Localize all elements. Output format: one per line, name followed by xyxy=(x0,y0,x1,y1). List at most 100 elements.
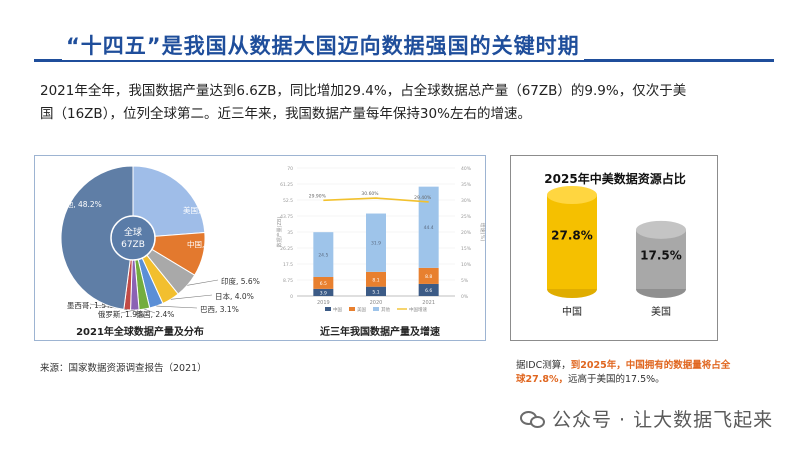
pie-center-label: 全球 xyxy=(124,226,142,238)
bar-y2-axis-label: 增速(%) xyxy=(479,223,486,242)
growth-value-label: 29.40% xyxy=(414,195,432,201)
pie-chart-title: 2021年全球数据产量及分布 xyxy=(76,325,204,338)
idc-note-suffix: 远高于美国的17.5%。 xyxy=(567,374,665,385)
source-note: 来源：国家数据资源调查报告（2021） xyxy=(40,363,207,374)
bar-category-label: 2019 xyxy=(317,300,330,306)
y2-tick-label: 30% xyxy=(461,198,472,204)
page-title: “十四五”是我国从数据大国迈向数据强国的关键时期 xyxy=(62,30,584,60)
idc-note-prefix: 据IDC测算， xyxy=(516,360,571,371)
bar-value-label: 3.9 xyxy=(320,290,327,296)
pie-label-7: 俄罗斯, 1.9% xyxy=(98,309,144,319)
y2-tick-label: 15% xyxy=(461,246,472,252)
pie-slice-9 xyxy=(60,165,134,310)
y2-tick-label: 35% xyxy=(461,182,472,188)
bar-2020-2 xyxy=(366,271,386,287)
pie-leader-line-6 xyxy=(144,308,156,314)
y2-tick-label: 5% xyxy=(461,278,469,284)
y2-tick-label: 0% xyxy=(461,294,469,300)
bar-value-label: 8.1 xyxy=(372,277,379,283)
pie-center-value: 67ZB xyxy=(121,240,145,250)
y2-tick-label: 40% xyxy=(461,166,472,172)
idc-note-highlight: 到2025年，中国拥有的数据量将占全球27.8%， xyxy=(516,360,731,385)
bar-2019-1 xyxy=(313,288,334,296)
cylinder-chart-svg: 2025年中美数据资源占比 27.8% 中国 17.5% 美国 xyxy=(544,171,686,318)
cylinder-top-1 xyxy=(547,186,597,204)
pie-label-9: 其他, 48.2% xyxy=(58,199,102,209)
y-tick-label: 43.75 xyxy=(280,214,293,220)
intro-paragraph: 2021年全年，我国数据产量达到6.6ZB，同比增加29.4%，占全球数据总产量… xyxy=(40,80,780,126)
pie-label-8: 墨西哥, 1.5% xyxy=(67,301,113,310)
pie-leader-line-3 xyxy=(187,279,219,286)
pie-label-1: 美国, 23.9% xyxy=(183,205,227,215)
bar-2020-3 xyxy=(366,213,386,272)
bar-2021-3 xyxy=(418,186,439,268)
pie-leader-line-4 xyxy=(170,294,213,300)
cylinder-value-label: 17.5% xyxy=(640,249,682,263)
pie-label-3: 印度, 5.6% xyxy=(221,276,260,286)
y-tick-label: 8.75 xyxy=(283,278,293,284)
watermark: 公众号 · 让大数据飞起来 xyxy=(520,405,773,432)
pie-leader-line-5 xyxy=(156,305,198,309)
left-chart-panel: 美国, 23.9% 中国, 9.9% 印度, 5.6% 日本, 4.0% 巴西, 3.1… xyxy=(34,155,486,341)
bar-value-label: 31.9 xyxy=(371,241,381,247)
y-tick-label: 0 xyxy=(290,294,293,300)
pie-label-4: 日本, 4.0% xyxy=(215,291,254,301)
legend-label: 中国 xyxy=(333,306,342,313)
cylinder-top-2 xyxy=(636,220,686,239)
pie-label-2: 中国, 9.9% xyxy=(187,239,226,249)
y2-tick-label: 20% xyxy=(461,230,472,236)
pie-slice-1 xyxy=(132,165,206,239)
cylinder-value-label: 27.8% xyxy=(551,228,593,242)
y-tick-label: 17.5 xyxy=(283,262,293,268)
cylinder-body-1 xyxy=(547,195,597,289)
bar-category-label: 2021 xyxy=(422,300,435,306)
wechat-icon xyxy=(520,409,546,429)
y2-tick-label: 25% xyxy=(461,214,472,220)
legend-swatch xyxy=(325,307,331,311)
cylinder-body-2 xyxy=(636,229,686,289)
right-chart-panel: 2025年中美数据资源占比 27.8% 中国 17.5% 美国 xyxy=(510,155,718,341)
y2-tick-label: 10% xyxy=(461,262,472,268)
idc-note: 据IDC测算，到2025年，中国拥有的数据量将占全球27.8%，远高于美国的17… xyxy=(516,359,736,387)
bar-value-label: 5.1 xyxy=(372,289,379,295)
growth-line xyxy=(323,197,429,203)
y-tick-label: 70 xyxy=(287,166,293,172)
bar-2021-2 xyxy=(418,267,439,284)
y-tick-label: 61.25 xyxy=(280,182,293,188)
title-underline xyxy=(34,59,774,62)
bar-2019-2 xyxy=(313,276,334,289)
cylinder-chart-title: 2025年中美数据资源占比 xyxy=(544,171,685,186)
legend-swatch xyxy=(373,307,379,311)
legend-swatch xyxy=(349,307,355,311)
bar-2021-1 xyxy=(418,283,439,296)
growth-value-label: 29.90% xyxy=(309,193,327,199)
cylinder-category-label: 美国 xyxy=(651,305,671,318)
y-tick-label: 52.5 xyxy=(283,198,293,204)
pie-label-6: 德国, 2.4% xyxy=(136,309,175,319)
legend-label: 美国 xyxy=(357,306,366,313)
bar-2019-3 xyxy=(313,232,334,277)
watermark-text: 公众号 · 让大数据飞起来 xyxy=(552,409,774,431)
bar-value-label: 44.4 xyxy=(424,225,434,231)
bar-value-label: 24.5 xyxy=(318,253,328,259)
bar-category-label: 2020 xyxy=(370,300,383,306)
pie-center-circle xyxy=(110,215,156,261)
y-tick-label: 26.25 xyxy=(280,246,293,252)
legend-label: 中国增速 xyxy=(409,306,427,313)
bar-y-axis-label: 数据产量(ZB) xyxy=(276,217,283,248)
bar-chart-title: 近三年我国数据产量及增速 xyxy=(320,325,440,338)
bar-value-label: 6.6 xyxy=(425,288,432,294)
bar-value-label: 8.8 xyxy=(425,274,432,280)
bar-value-label: 6.5 xyxy=(320,281,327,287)
pie-leader-line-7 xyxy=(120,309,135,314)
cylinder-category-label: 中国 xyxy=(562,305,582,318)
y-tick-label: 35 xyxy=(287,230,293,236)
pie-label-5: 巴西, 3.1% xyxy=(200,305,239,314)
left-charts-svg: 美国, 23.9% 中国, 9.9% 印度, 5.6% 日本, 4.0% 巴西, 3.1… xyxy=(58,165,486,338)
growth-value-label: 30.60% xyxy=(361,191,379,197)
title-bar: “十四五”是我国从数据大国迈向数据强国的关键时期 xyxy=(34,30,774,64)
bar-2020-1 xyxy=(366,286,386,296)
intro-line-1: 2021年全年，我国数据产量达到6.6ZB，同比增加29.4%，占全球数据总产量… xyxy=(40,83,687,99)
intro-line-2: 国（16ZB），位列全球第二。近三年来，我国数据产量每年保持30%左右的增速。 xyxy=(40,106,531,122)
legend-label: 其他 xyxy=(381,306,390,313)
